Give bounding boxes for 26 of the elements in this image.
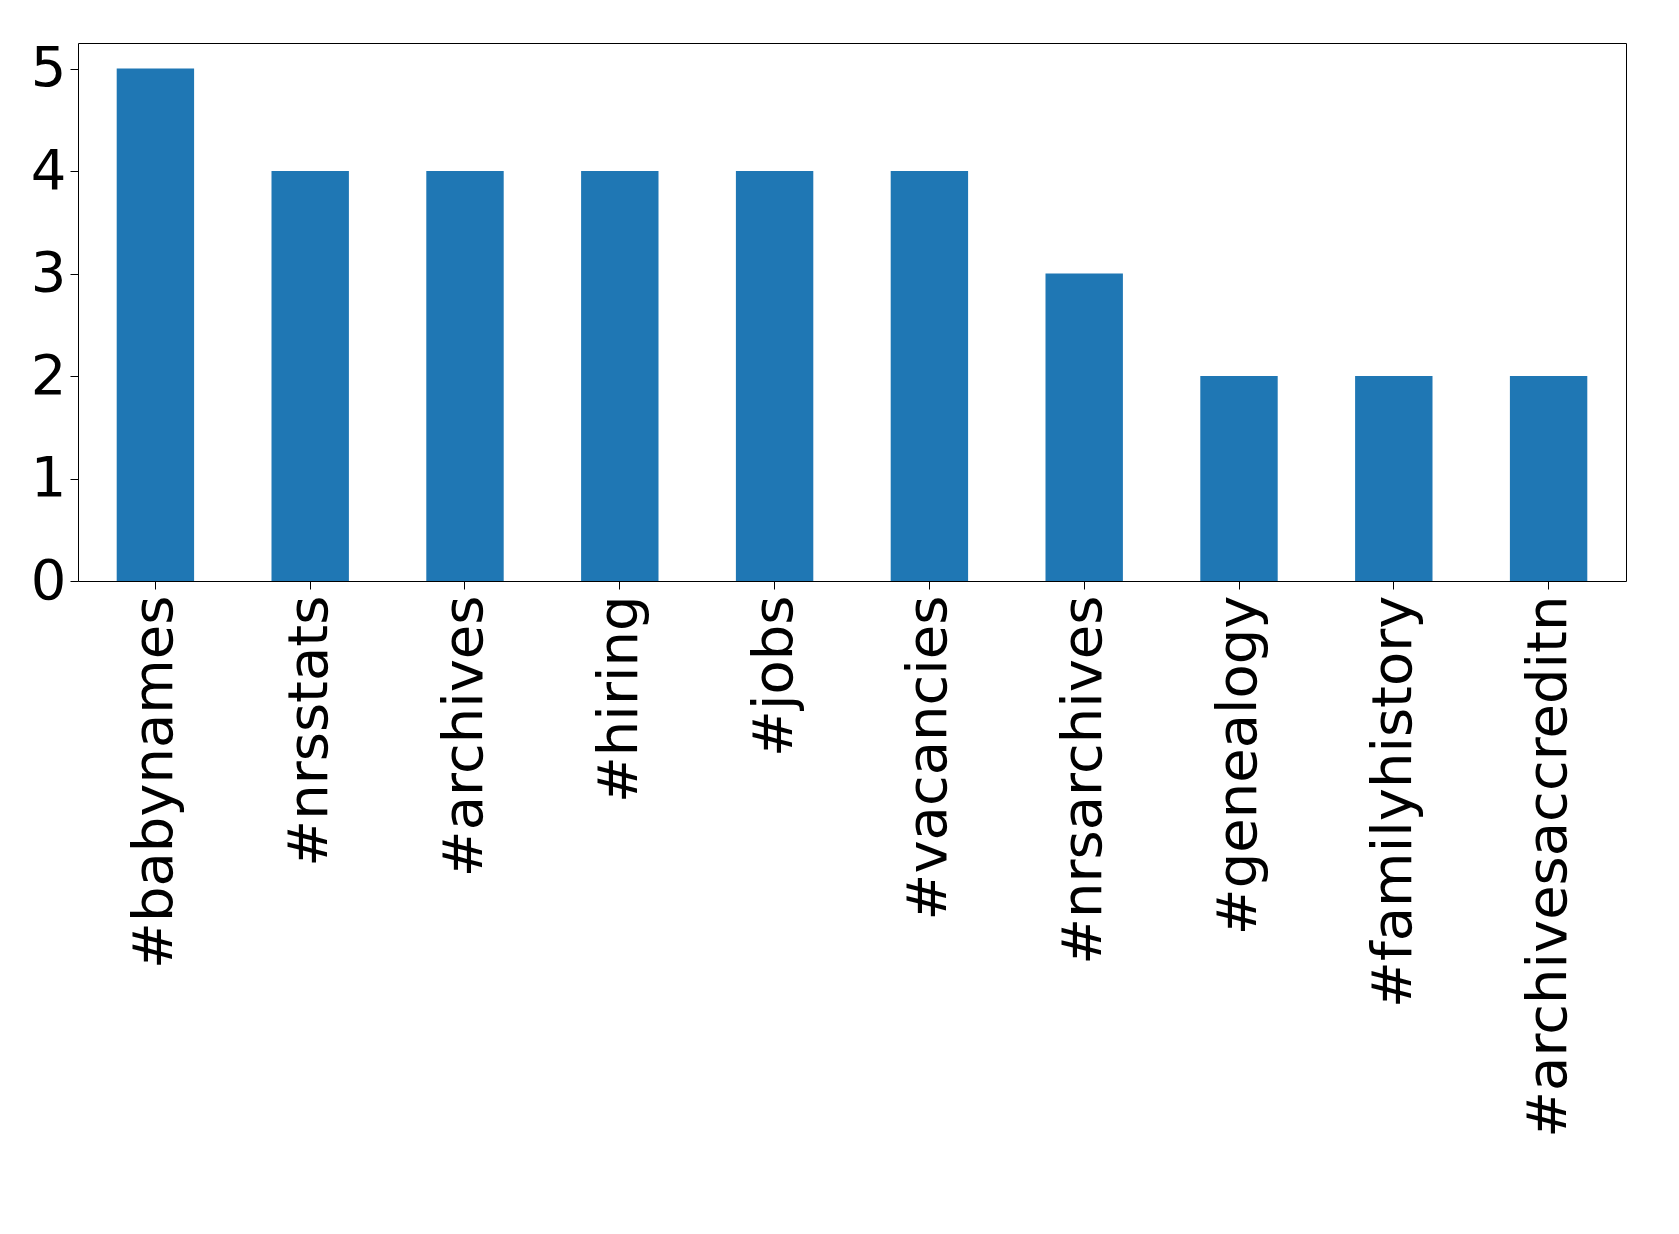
x-tick-label: #vacancies <box>894 595 960 921</box>
bar <box>116 68 195 581</box>
bar <box>890 171 969 581</box>
bar <box>735 171 814 581</box>
bar <box>1509 376 1588 581</box>
bar <box>271 171 349 581</box>
x-tick-label: #jobs <box>739 595 805 757</box>
bar <box>581 171 659 581</box>
x-tick-label: #hiring <box>584 595 650 804</box>
bar <box>1355 376 1433 581</box>
x-tick-label: #genealogy <box>1204 595 1269 936</box>
x-tick-label: #babynames <box>120 595 186 969</box>
x-tick-label: #familyhistory <box>1358 595 1424 1008</box>
bar <box>1045 273 1123 581</box>
x-tick-label: #nrsarchives <box>1049 595 1115 965</box>
y-tick-label: 3 <box>30 239 67 305</box>
y-tick-label: 4 <box>30 136 67 202</box>
x-tick-label: #nrsstats <box>275 595 341 867</box>
y-tick-label: 2 <box>30 341 67 407</box>
y-tick-label: 1 <box>30 444 67 510</box>
y-tick-label: 5 <box>30 34 67 100</box>
x-tick-label: #archives <box>430 595 495 878</box>
bar <box>1200 376 1278 581</box>
y-tick-label: 0 <box>30 546 67 612</box>
x-tick-label: #archivesaccreditn <box>1513 595 1579 1138</box>
bar <box>426 171 504 581</box>
